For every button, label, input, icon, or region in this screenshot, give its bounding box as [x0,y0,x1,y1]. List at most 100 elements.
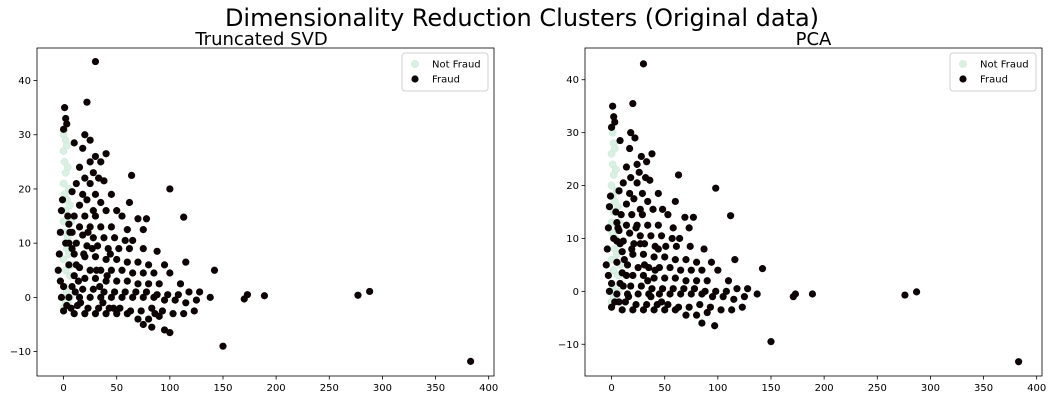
fraud-point [668,234,676,243]
fraud-point [171,296,179,304]
fraud-point [682,277,690,285]
fraud-point [626,229,634,237]
fraud-point [615,298,623,306]
fraud-point [104,245,112,253]
fraud-point [58,196,67,204]
fraud-point [84,304,92,312]
fraud-point [647,293,655,301]
fraud-point [637,152,645,161]
fraud-point [89,285,97,293]
fraud-point [612,208,620,216]
fraud-point [107,190,115,198]
fraud-point [89,207,97,215]
x-tick-label: 100 [708,383,727,394]
x-tick-label: 400 [1027,383,1046,394]
fraud-point [118,266,126,274]
fraud-point [106,250,114,258]
fraud-point [687,290,695,298]
fraud-point [81,174,89,182]
fraud-point [102,150,110,158]
fraud-point [730,295,738,303]
fraud-point [80,250,88,258]
legend-box [949,52,1037,92]
fraud-point [703,277,711,285]
fraud-point [744,285,752,293]
not-fraud-point [62,141,71,150]
fraud-point [1015,358,1023,366]
fraud-point [96,282,104,291]
fraud-point [627,174,635,182]
fraud-point [79,231,87,239]
axes-frame [584,47,1043,377]
fraud-point [196,288,204,296]
fraud-point [66,228,74,236]
fraud-point [118,293,126,301]
axes-frame [36,47,495,377]
fraud-point [627,129,635,137]
legend-marker [411,75,419,83]
fraud-point [671,306,679,314]
fraud-point [687,266,695,274]
fraud-point [79,285,87,293]
fraud-point [639,250,648,258]
fraud-point [706,303,715,311]
fraud-point [91,152,100,161]
not-fraud-point [61,266,70,275]
fraud-point [643,158,651,166]
fraud-point [81,131,89,139]
fraud-point [675,234,684,243]
plot-points [602,60,1023,366]
not-fraud-point [607,181,616,190]
fraud-point [692,277,701,285]
not-fraud-point [611,165,620,174]
fraud-point [113,207,121,215]
fraud-point [682,311,690,319]
fraud-point [698,266,706,274]
x-tick-label: 350 [974,383,993,394]
fraud-point [121,288,129,296]
fraud-point [912,288,921,296]
fraud-point [79,190,87,198]
fraud-point [607,123,616,131]
fraud-point [70,212,78,220]
legend: Not Fraud Fraud [949,52,1037,92]
fraud-point [107,266,115,274]
fraud-point [638,189,646,198]
fraud-point [717,306,725,314]
fraud-point [182,299,190,307]
fraud-point [610,234,618,243]
fraud-point [91,190,100,198]
fraud-point [607,303,616,311]
legend-label: Fraud [980,75,1008,86]
fraud-point [95,304,103,312]
fraud-point [604,271,612,280]
x-tick-label: 250 [868,383,887,394]
x-tick-label: 250 [320,383,339,394]
fraud-point [616,240,624,248]
fraud-point [158,307,167,315]
y-tick-label: 20 [18,184,31,195]
fraud-point [685,303,693,311]
fraud-point [64,212,72,220]
fraud-point [666,263,674,272]
fraud-point [139,226,147,234]
fraud-point [102,207,110,215]
fraud-point [121,236,129,245]
fraud-point [708,293,717,301]
legend-box [401,52,489,92]
fraud-point [644,221,652,229]
fraud-point [724,277,733,285]
fraud-point [59,125,68,133]
fraud-point [83,242,91,250]
fraud-point [97,158,105,166]
fraud-point [606,192,615,200]
fraud-point [107,223,115,231]
fraud-point [657,232,666,240]
fraud-point [160,261,169,269]
fraud-point [118,212,126,220]
fraud-point [621,298,629,306]
fraud-point [664,300,672,309]
